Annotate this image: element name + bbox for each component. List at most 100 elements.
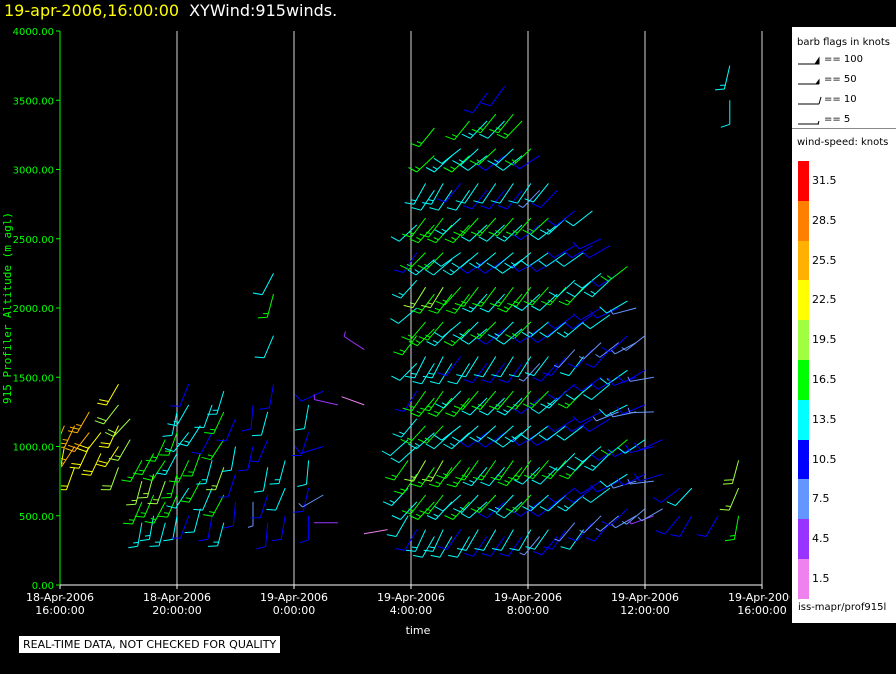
wind-barb <box>521 321 549 338</box>
scale-swatch <box>798 439 809 480</box>
wind-barb <box>601 335 628 353</box>
wind-barb <box>520 252 549 267</box>
wind-barb <box>616 404 646 415</box>
scale-entry: 10.5 <box>798 439 896 480</box>
wind-barb <box>574 273 602 289</box>
wind-barb <box>453 390 479 410</box>
wind-barb <box>428 467 453 488</box>
wind-barb <box>487 148 514 166</box>
wind-barb <box>419 494 444 515</box>
wind-barb <box>519 536 541 556</box>
wind-barb <box>295 404 310 431</box>
wind-barb <box>556 252 584 267</box>
wind-barb <box>443 328 470 347</box>
wind-barb <box>474 529 497 551</box>
wind-barb <box>559 460 584 480</box>
wind-barb <box>497 466 523 487</box>
wind-barb <box>256 522 269 550</box>
wind-barb <box>196 460 213 485</box>
wind-barb <box>108 439 131 461</box>
wind-barb <box>498 189 523 210</box>
barb-legend-label: == 100 <box>824 54 864 65</box>
wind-barb <box>269 460 286 485</box>
wind-barb <box>251 411 269 437</box>
wind-barb <box>518 363 541 382</box>
wind-barb <box>401 321 426 341</box>
y-tick-label: 1500.00 <box>13 373 54 384</box>
wind-barb <box>488 217 514 237</box>
wind-barb <box>81 453 102 476</box>
wind-barb <box>558 286 584 306</box>
wind-barb <box>521 425 549 441</box>
wind-barb <box>444 224 470 244</box>
wind-barb <box>412 536 435 558</box>
wind-barb <box>445 293 470 314</box>
wind-barb <box>513 466 541 485</box>
wind-barb <box>216 418 236 442</box>
wind-barb <box>67 411 90 434</box>
wind-barb <box>402 217 426 238</box>
wind-barb <box>363 529 388 535</box>
wind-barb <box>611 342 637 355</box>
wind-barb <box>408 155 435 173</box>
scale-label: 13.5 <box>812 412 837 426</box>
scale-entry: 25.5 <box>798 240 896 281</box>
wind-barb <box>393 335 418 356</box>
wind-barb <box>609 307 637 315</box>
wind-barb <box>491 356 514 378</box>
wind-barb <box>480 466 505 487</box>
header-timestamp: 19-apr-2006,16:00:00 <box>4 1 180 20</box>
wind-barb <box>207 390 225 415</box>
wind-barb <box>470 494 497 513</box>
wind-barb <box>341 396 365 406</box>
wind-barb <box>399 252 426 271</box>
wind-barb <box>224 501 236 529</box>
wind-barb <box>595 515 620 532</box>
wind-barb <box>583 279 611 298</box>
wind-barb <box>655 515 681 535</box>
x-tick-label: 18-Apr-2006 20:00:00 <box>143 591 211 617</box>
wind-barb <box>573 376 602 392</box>
wind-barb <box>504 148 532 166</box>
wind-barb <box>428 293 453 314</box>
wind-barb <box>532 363 558 382</box>
wind-barb <box>170 384 190 407</box>
wind-barb <box>627 376 654 382</box>
wind-barb <box>490 183 514 204</box>
wind-barb <box>451 425 479 443</box>
wind-barb <box>96 446 119 468</box>
wind-barb <box>564 418 593 432</box>
wind-barb <box>489 286 514 307</box>
wind-barb <box>221 446 236 472</box>
wind-barb <box>443 155 470 173</box>
wind-barb <box>496 224 523 242</box>
wind-barb <box>633 439 663 451</box>
wind-barb <box>481 86 506 107</box>
wind-barb <box>206 467 225 491</box>
wind-barb <box>419 217 444 238</box>
wind-barb <box>530 224 558 241</box>
wind-barb <box>637 508 663 522</box>
wind-barb <box>496 397 523 416</box>
wind-barb <box>464 536 488 557</box>
wind-barb <box>578 342 602 360</box>
wind-barb <box>433 425 462 441</box>
scale-label: 22.5 <box>812 293 837 307</box>
wind-barb <box>547 314 576 330</box>
wind-barb <box>425 432 453 450</box>
wind-barb <box>512 397 541 414</box>
y-tick-label: 4000.00 <box>13 27 54 38</box>
wind-barb <box>507 286 532 307</box>
wind-barb <box>478 397 505 416</box>
wind-barb <box>720 100 731 128</box>
wind-barb <box>408 328 435 347</box>
wind-barb <box>391 501 418 520</box>
wind-barb <box>408 432 435 450</box>
wind-barb <box>460 501 488 519</box>
wind-barb <box>452 148 479 166</box>
wind-barb <box>572 307 602 321</box>
wind-barb <box>505 494 532 513</box>
scale-label: 28.5 <box>812 213 837 227</box>
wind-barb <box>248 439 269 463</box>
wind-barb <box>584 453 611 471</box>
